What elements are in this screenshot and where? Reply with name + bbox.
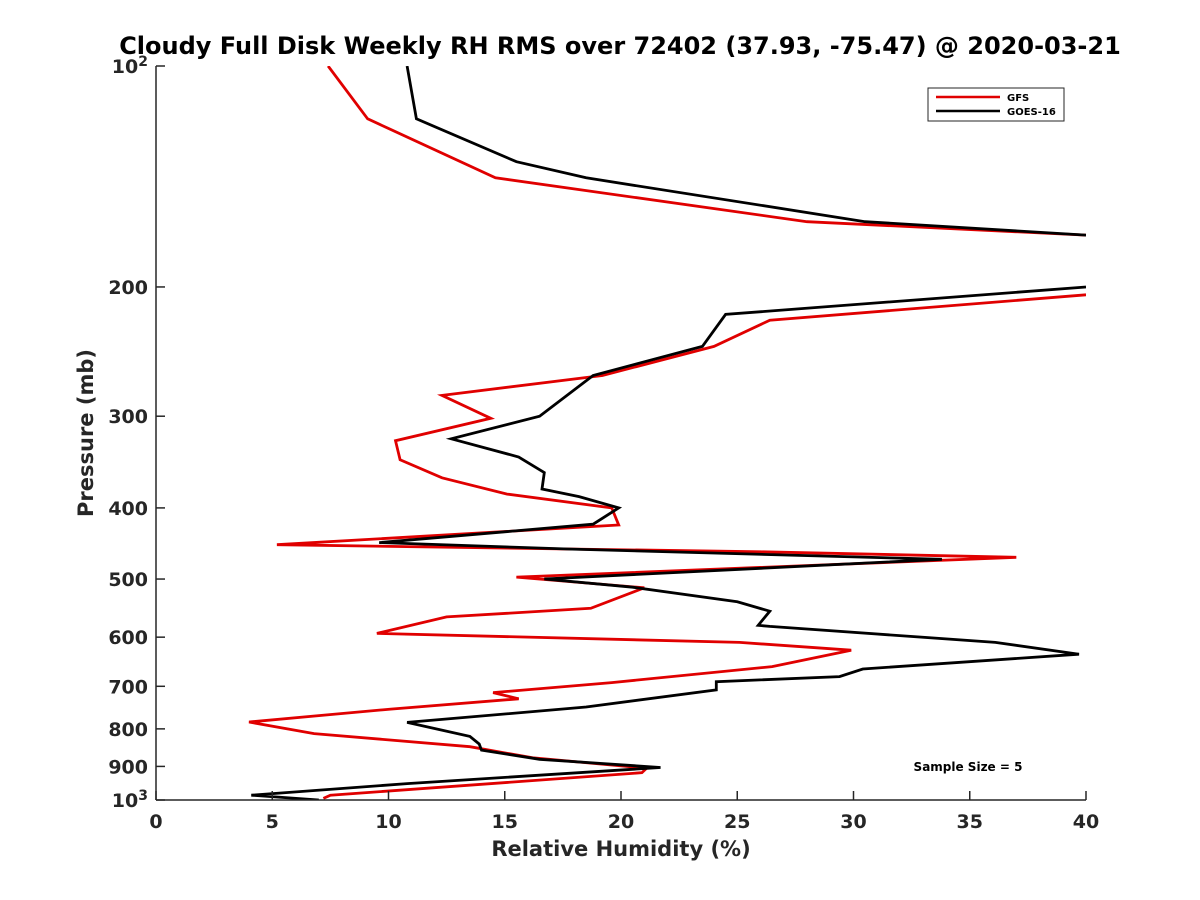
- x-tick-label: 10: [375, 811, 401, 833]
- y-tick-label: 103: [112, 788, 148, 812]
- x-tick-label: 30: [840, 811, 866, 833]
- x-tick-label: 0: [149, 811, 162, 833]
- legend-box: [927, 87, 1065, 122]
- series-line-goes16: [251, 66, 1086, 800]
- legend-gfs-label: GFS: [1007, 93, 1029, 104]
- chart-title: Cloudy Full Disk Weekly RH RMS over 7240…: [119, 32, 1121, 60]
- legend: GFS GOES-16: [927, 87, 1065, 122]
- x-tick-label: 35: [957, 811, 983, 833]
- x-tick-label: 15: [492, 811, 518, 833]
- y-tick-label: 800: [108, 719, 148, 741]
- x-tick-label: 40: [1073, 811, 1099, 833]
- y-axis-ticks: 102 200 300 400 500 600 700 800 900 103: [108, 54, 165, 812]
- x-tick-label: 25: [724, 811, 750, 833]
- plot-area: [155, 66, 1086, 801]
- x-tick-label: 5: [266, 811, 279, 833]
- y-axis-label: Pressure (mb): [74, 349, 98, 517]
- y-tick-label: 200: [108, 277, 148, 299]
- series-line-gfs: [248, 66, 1086, 800]
- y-tick-label: 900: [108, 756, 148, 778]
- legend-goes16-label: GOES-16: [1007, 107, 1056, 118]
- y-tick-label: 700: [108, 676, 148, 698]
- y-tick-label: 102: [112, 54, 148, 78]
- y-tick-label: 400: [108, 498, 148, 520]
- x-tick-label: 20: [608, 811, 634, 833]
- x-axis-ticks: 0 5 10 15 20 25 30 35 40: [149, 791, 1099, 833]
- y-tick-label: 300: [108, 406, 148, 428]
- y-tick-label: 600: [108, 627, 148, 649]
- series-lines: [248, 66, 1086, 800]
- plot-background: [156, 66, 1086, 800]
- sample-size-annotation: Sample Size = 5: [914, 760, 1023, 774]
- y-tick-label: 500: [108, 569, 148, 591]
- x-axis-label: Relative Humidity (%): [491, 837, 750, 861]
